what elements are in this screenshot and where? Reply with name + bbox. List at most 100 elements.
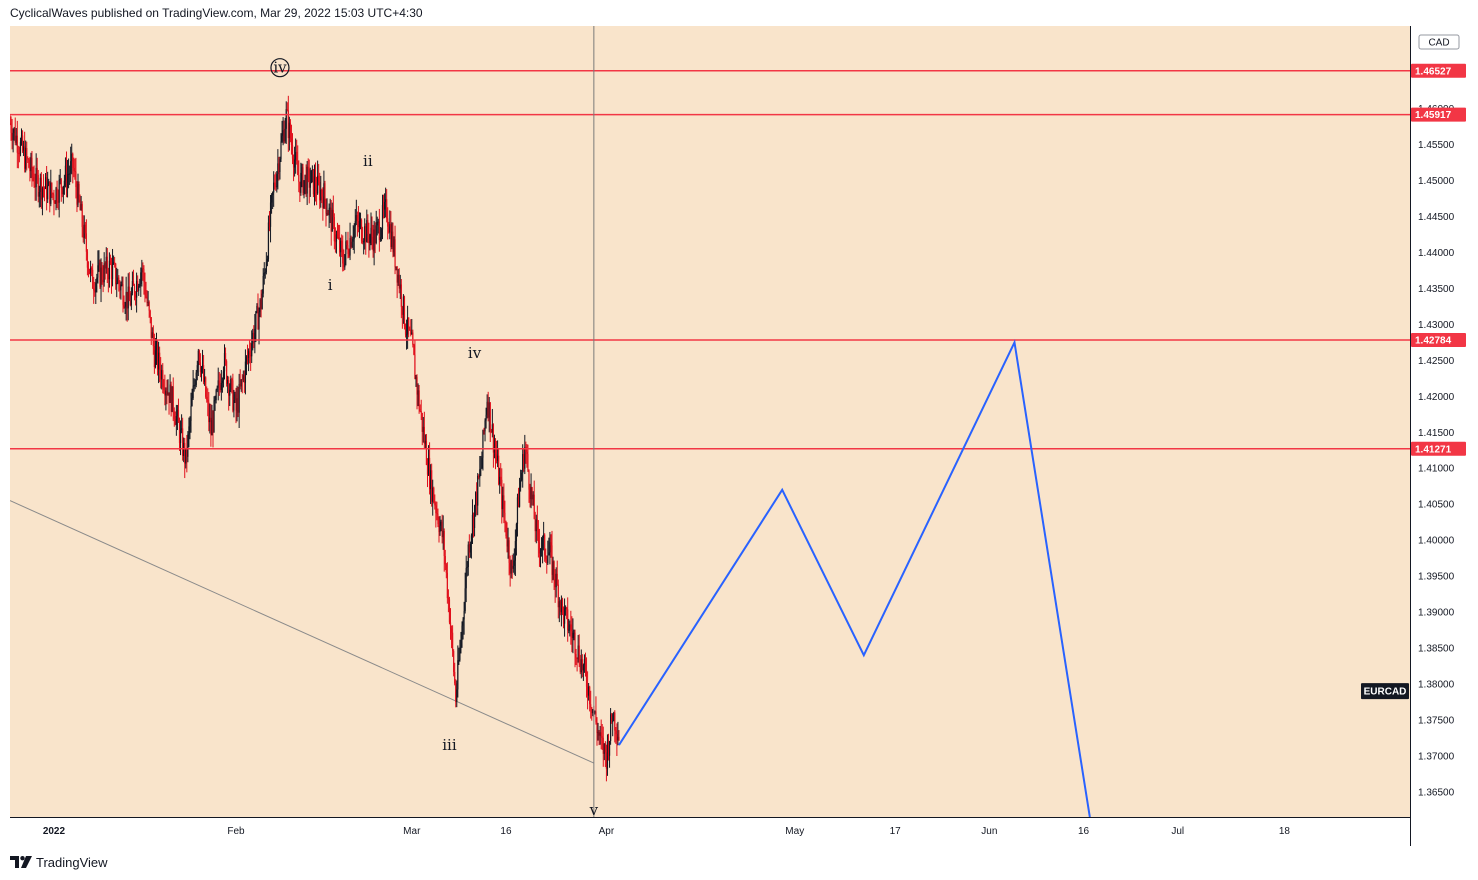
candle-body [426, 464, 429, 475]
candle-body [236, 398, 238, 411]
candle-body [513, 560, 515, 566]
wave-label[interactable]: iv [468, 344, 482, 362]
candle-body [350, 238, 352, 248]
candle-body [524, 447, 526, 469]
candle-body [335, 234, 338, 242]
candle-body [420, 411, 422, 414]
price-tick-label: 1.45000 [1418, 176, 1455, 187]
candle-body [500, 476, 502, 480]
candle-body [446, 572, 448, 599]
projection-path[interactable] [618, 339, 1091, 818]
price-tick-label: 1.41000 [1418, 464, 1455, 475]
candle-body [346, 241, 348, 246]
candle-body [180, 428, 183, 430]
candle-body [88, 269, 91, 274]
candle-body [385, 199, 387, 202]
candle-body [433, 487, 435, 503]
candle-body [97, 265, 99, 278]
candle-body [559, 601, 561, 613]
candle-body [310, 170, 312, 183]
candle-body [536, 519, 538, 530]
candle-body [469, 543, 471, 553]
price-tick-label: 1.42500 [1418, 356, 1455, 367]
candle-body [356, 215, 358, 222]
candle-body [584, 659, 587, 671]
candle-body [607, 741, 610, 756]
candle-body [144, 282, 146, 296]
candle-body [582, 664, 584, 671]
candle-body [381, 204, 384, 230]
candle-body [250, 354, 252, 357]
wave-label[interactable]: iv [273, 59, 287, 77]
trendline[interactable] [10, 500, 595, 764]
wave-label[interactable]: ii [363, 152, 373, 170]
candle-body [431, 470, 433, 502]
candle-body [563, 608, 566, 624]
candle-body [425, 441, 428, 465]
candle-body [410, 329, 412, 335]
chart-frame[interactable]: iv ii i iv iii v 1.36500 1.37000 1.37500 1.38000… [10, 26, 1468, 846]
candle-body [99, 262, 101, 287]
candle-body [605, 752, 608, 769]
currency-badge[interactable] [1418, 34, 1460, 50]
candle-body [108, 260, 111, 280]
candle-body [480, 468, 482, 470]
candle-body [574, 632, 576, 655]
candle-body [454, 671, 456, 684]
candle-body [405, 334, 408, 336]
price-axis-background [1410, 26, 1468, 846]
candle-body [411, 332, 413, 335]
candle-body [482, 430, 484, 458]
candle-body [229, 389, 231, 396]
candle-body [455, 683, 457, 702]
candle-body [602, 737, 604, 754]
candle-body [388, 226, 390, 233]
candle-body [591, 707, 593, 714]
candle-body [129, 300, 131, 306]
candle-body [458, 659, 460, 661]
candle-body [447, 598, 450, 600]
wave-label[interactable]: i [328, 276, 333, 294]
candle-body [521, 473, 523, 481]
candle-body [128, 286, 130, 301]
candle-body [101, 267, 103, 280]
candle-body [12, 132, 14, 140]
candle-body [267, 222, 270, 259]
candle-body [331, 209, 333, 232]
candle-body [92, 269, 94, 289]
candle-body [173, 411, 175, 420]
candle-body [540, 548, 543, 550]
candle-body [207, 399, 209, 403]
price-tick-label: 1.41500 [1418, 428, 1455, 439]
candle-body [442, 530, 444, 538]
candle-body [481, 457, 483, 469]
candle-body [227, 380, 229, 384]
candle-body [287, 110, 289, 139]
candle-body [20, 135, 23, 143]
candle-body [460, 640, 462, 648]
candle-body [51, 183, 53, 194]
candle-body [434, 502, 436, 506]
candle-body [548, 552, 550, 556]
symbol-badge[interactable] [1361, 683, 1409, 700]
candle-body [333, 217, 335, 242]
wave-label[interactable]: v [589, 801, 599, 819]
candle-body [244, 361, 247, 383]
candle-body [547, 555, 549, 564]
candle-body [10, 123, 11, 125]
candle-body [572, 632, 574, 639]
candle-body [435, 505, 437, 514]
candle-body [167, 392, 169, 395]
candle-body [553, 561, 555, 580]
candle-body [489, 402, 491, 431]
candle-body [561, 599, 564, 608]
candle-body [212, 420, 214, 432]
candle-body [552, 561, 554, 575]
candle-body [466, 567, 468, 569]
candle-body [569, 624, 571, 630]
wave-label[interactable]: iii [442, 736, 457, 754]
candle-body [532, 494, 534, 500]
candle-body [35, 167, 37, 188]
candle-body [354, 221, 356, 227]
